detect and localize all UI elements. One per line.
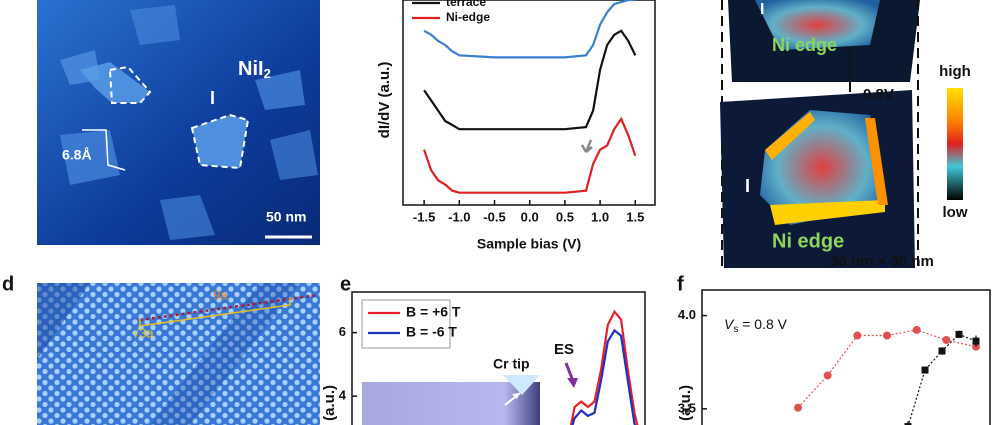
chart: 4 6 V (a.u.) B = +6 T B = -6 T: [321, 291, 646, 425]
x-tick-label: 0.0: [521, 209, 539, 224]
y-tick-label: 4: [339, 388, 347, 403]
stm-image-d: 9a √3a: [37, 283, 320, 425]
marker-label: I: [210, 88, 215, 108]
arrow: [580, 139, 593, 153]
x-tick-label: -0.5: [483, 209, 505, 224]
x-tick-label: 1.0: [591, 209, 609, 224]
plot-frame: [351, 291, 646, 425]
x-tick-label: 0.5: [556, 209, 574, 224]
annotation-text: = 0.8 V: [738, 316, 787, 332]
annotation-symbol: V: [724, 316, 735, 332]
chart: 4.0 3.5V (a.u.): [677, 289, 991, 425]
x-tick-label: -1.5: [413, 209, 435, 224]
plot-frame: [402, 0, 656, 206]
panel-label: f: [677, 273, 684, 295]
material-subscript: 2: [264, 66, 271, 81]
point: [912, 325, 921, 334]
y-tick-label: 3.5: [678, 400, 696, 415]
stm-image-a: NiI2 I 6.8Å 50 nm: [37, 0, 320, 245]
y-tick-label: 6: [339, 324, 346, 339]
x-tick-label: -1.0: [448, 209, 470, 224]
line: [569, 309, 639, 425]
point: [823, 371, 832, 380]
legend-box: [361, 299, 451, 349]
period-label: 9a: [213, 287, 228, 302]
marker-bottom: I: [745, 176, 750, 196]
annotation: ES: [554, 341, 574, 358]
bias-label: 0.8V: [863, 86, 894, 103]
dIdV-maps: I Ni edge 0.8V I Ni edge high low 30 nm …: [720, 0, 971, 270]
material-name: NiI: [238, 58, 264, 80]
edge-top: Ni edge: [772, 35, 837, 55]
y-tick-label: 4.0: [678, 307, 696, 322]
step-label: 6.8Å: [62, 147, 92, 163]
y-axis-label: dI/dV (a.u.): [376, 62, 393, 139]
annotation: Vs = 0.8 V: [724, 316, 788, 335]
charts: -1.5 -1.0 -0.5 0.0 0.5 1.0 1.5 Sample bias (V) d…: [321, 0, 991, 425]
point: [972, 337, 980, 345]
legend-label: Ni-edge: [446, 10, 490, 24]
line: [423, 29, 637, 131]
colorbar-high: high: [939, 63, 971, 80]
plot-frame: [701, 289, 991, 425]
period-root-label: √3a: [132, 325, 154, 340]
point: [942, 336, 951, 344]
marker-top: I: [760, 1, 764, 18]
annotation: Cr tip: [493, 356, 530, 372]
annotation-subscript: s: [733, 324, 738, 335]
panel-label: e: [340, 273, 351, 295]
legend-label: B = -6 T: [406, 324, 457, 340]
material-label: NiI2: [238, 58, 271, 81]
point: [794, 403, 802, 412]
point: [938, 347, 946, 355]
panel-label: d: [2, 273, 14, 295]
point: [853, 331, 862, 340]
point: [904, 423, 912, 425]
colorbar-low: low: [943, 204, 968, 221]
y-axis-label: V (a.u.): [321, 385, 338, 425]
point: [921, 366, 929, 374]
line: [423, 116, 637, 194]
point: [883, 331, 891, 340]
legend-label: B = +6 T: [406, 304, 461, 320]
chart: -1.5 -1.0 -0.5 0.0 0.5 1.0 1.5 Sample bias (V) d…: [376, 0, 656, 252]
line: [423, 0, 636, 59]
size-label: 30 nm × 30 nm: [830, 253, 934, 270]
line: [571, 328, 637, 425]
x-axis-label: Sample bias (V): [477, 236, 581, 252]
y-axis-label: V (a.u.): [677, 385, 694, 425]
scale-label: 50 nm: [266, 209, 306, 225]
legend-label: terrace: [446, 0, 486, 9]
x-tick-label: 1.5: [626, 209, 644, 224]
point: [955, 330, 963, 338]
edge-bottom: Ni edge: [772, 230, 844, 252]
inset-image: [362, 362, 578, 425]
